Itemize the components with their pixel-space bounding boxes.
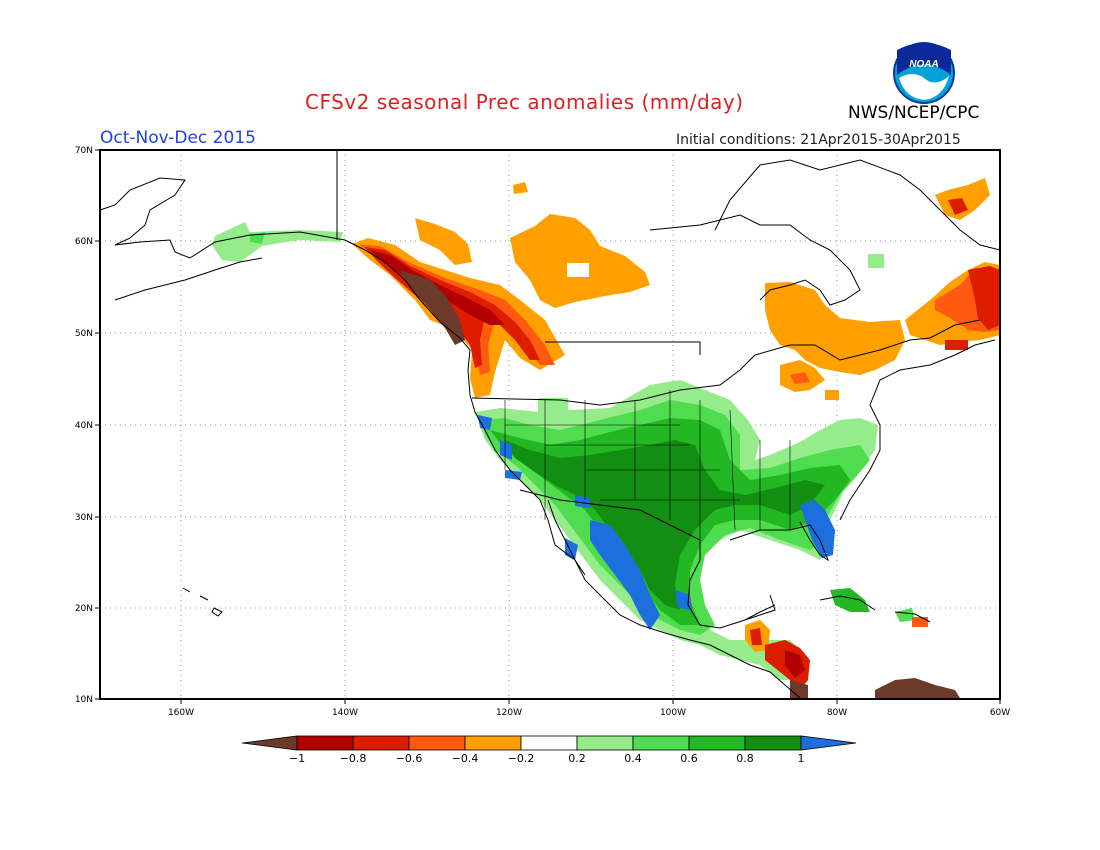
state-borders <box>504 390 791 540</box>
colorbar-cell <box>632 735 690 751</box>
colorbar-label: −0.4 <box>452 752 479 765</box>
anomaly-fill <box>212 178 1000 698</box>
lon-tick-label: 80W <box>827 708 847 718</box>
colorbar-label: 0.8 <box>736 752 754 765</box>
colorbar-label: 0.4 <box>624 752 642 765</box>
colorbar-arrow-high <box>800 735 857 751</box>
colorbar-cell <box>744 735 802 751</box>
colorbar: −1 −0.8 −0.6 −0.4 −0.2 0.2 0.4 0.6 0.8 1 <box>241 735 857 765</box>
lat-tick-label: 20N <box>75 604 93 614</box>
lon-tick-label: 160W <box>168 708 194 718</box>
agency-label: NWS/NCEP/CPC <box>848 103 980 123</box>
noaa-logo-icon: NOAA <box>893 42 955 104</box>
colorbar-cell <box>352 735 410 751</box>
lon-tick-label: 100W <box>660 708 686 718</box>
forecast-period: Oct-Nov-Dec 2015 <box>100 128 256 148</box>
lat-tick-label: 50N <box>75 329 93 339</box>
coastlines <box>99 150 1001 699</box>
colorbar-label: 1 <box>798 752 805 765</box>
lon-tick-label: 140W <box>332 708 358 718</box>
colorbar-cell <box>408 735 466 751</box>
noaa-logo-text: NOAA <box>909 59 938 70</box>
lat-tick-label: 70N <box>75 146 93 156</box>
lon-tick-label: 120W <box>496 708 522 718</box>
colorbar-cell <box>296 735 354 751</box>
lat-tick-label: 40N <box>75 421 93 431</box>
colorbar-label: −0.2 <box>508 752 535 765</box>
colorbar-cell <box>576 735 634 751</box>
colorbar-label: −0.8 <box>340 752 367 765</box>
colorbar-label: 0.6 <box>680 752 698 765</box>
lon-tick-label: 60W <box>990 708 1010 718</box>
colorbar-label: −1 <box>289 752 305 765</box>
colorbar-label: −0.6 <box>396 752 423 765</box>
colorbar-cell <box>464 735 522 751</box>
initial-conditions: Initial conditions: 21Apr2015-30Apr2015 <box>676 132 961 148</box>
colorbar-cell <box>688 735 746 751</box>
colorbar-label: 0.2 <box>568 752 586 765</box>
lat-tick-label: 30N <box>75 513 93 523</box>
lat-tick-label: 10N <box>75 695 93 705</box>
tick-marks <box>95 149 1001 704</box>
colorbar-cell <box>520 735 578 751</box>
map-title: CFSv2 seasonal Prec anomalies (mm/day) <box>305 90 744 114</box>
lat-tick-label: 60N <box>75 237 93 247</box>
colorbar-arrow-low <box>241 735 298 751</box>
